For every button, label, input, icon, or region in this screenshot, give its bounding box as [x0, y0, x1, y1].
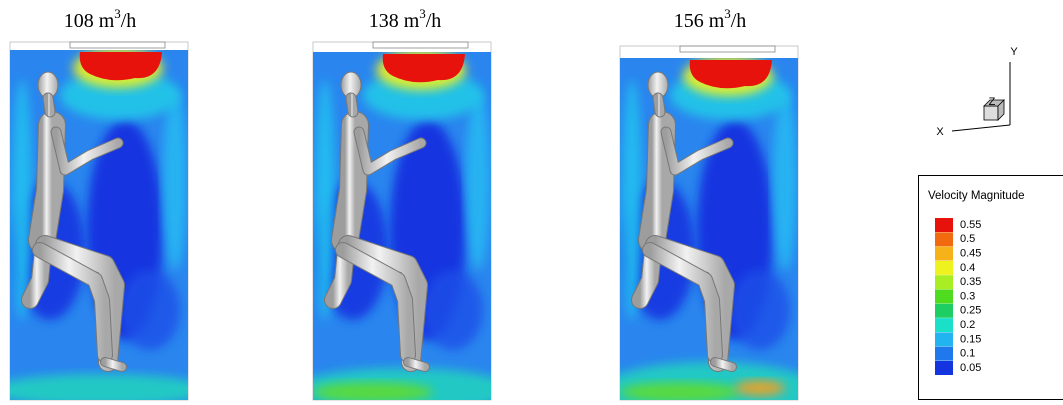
- contour-panel: 156 m3/h: [600, 6, 820, 405]
- contour-region: [773, 90, 797, 270]
- axis-label-y: Y: [1010, 46, 1018, 58]
- panel-title-unit: /h: [121, 10, 137, 32]
- axis-label-z: Z: [989, 96, 996, 108]
- legend-label: 0.3: [960, 290, 975, 302]
- legend-label: 0.4: [960, 262, 975, 274]
- legend-swatch: [935, 332, 953, 346]
- manikin-part: [48, 98, 50, 112]
- legend-swatch: [935, 275, 953, 289]
- manikin-part: [105, 362, 122, 367]
- contour-region: [735, 380, 785, 396]
- axis-triad: Y Z X: [936, 46, 1018, 138]
- legend-label: 0.1: [960, 348, 975, 360]
- legend-swatch: [935, 218, 953, 232]
- contour-region: [466, 90, 490, 270]
- panel-title-unit: /h: [731, 10, 747, 32]
- manikin-part: [408, 362, 425, 367]
- contour-region: [163, 90, 187, 270]
- manikin-part: [42, 125, 52, 240]
- legend-swatch: [935, 261, 953, 275]
- panel-title-main: 108 m: [64, 10, 115, 32]
- contour-region: [120, 270, 180, 350]
- figure: Y Z X Velocity Magnitude 108 m3/h 138 m3/…: [0, 0, 1063, 405]
- panel-title: 156 m3/h: [674, 6, 747, 32]
- legend-label: 0.55: [960, 219, 981, 231]
- legend-label: 0.35: [960, 276, 981, 288]
- contour-region: [620, 382, 740, 402]
- axis-label-x: X: [936, 126, 944, 138]
- legend-label: 0.5: [960, 233, 975, 245]
- panel-title: 108 m3/h: [64, 6, 137, 32]
- panel-title-unit: /h: [426, 10, 442, 32]
- panel-title: 138 m3/h: [369, 6, 442, 32]
- legend-swatch: [935, 318, 953, 332]
- legend-label: 0.2: [960, 319, 975, 331]
- legend-label: 0.05: [960, 362, 981, 374]
- manikin-part: [345, 125, 355, 240]
- contour-region: [730, 270, 790, 350]
- manikin-part: [351, 98, 353, 112]
- legend-swatch: [935, 361, 953, 375]
- legend-swatch: [935, 290, 953, 304]
- contour-region: [423, 270, 483, 350]
- legend-swatch: [935, 347, 953, 361]
- panel-title-main: 156 m: [674, 10, 725, 32]
- manikin-part: [658, 98, 660, 112]
- legend-title: Velocity Magnitude: [928, 190, 1025, 202]
- legend-label: 0.15: [960, 333, 981, 345]
- legend-swatch: [935, 247, 953, 261]
- legend-swatch: [935, 304, 953, 318]
- legend-swatch: [935, 232, 953, 246]
- contour-region: [313, 382, 433, 402]
- panel-title-main: 138 m: [369, 10, 420, 32]
- figure-canvas: Y Z X Velocity Magnitude 108 m3/h 138 m3/…: [0, 0, 1063, 405]
- legend-label: 0.45: [960, 248, 981, 260]
- manikin-part: [652, 125, 662, 240]
- contour-panel: 138 m3/h: [293, 6, 513, 405]
- contour-panel: 108 m3/h: [0, 6, 210, 405]
- legend-label: 0.25: [960, 305, 981, 317]
- manikin-part: [715, 362, 732, 367]
